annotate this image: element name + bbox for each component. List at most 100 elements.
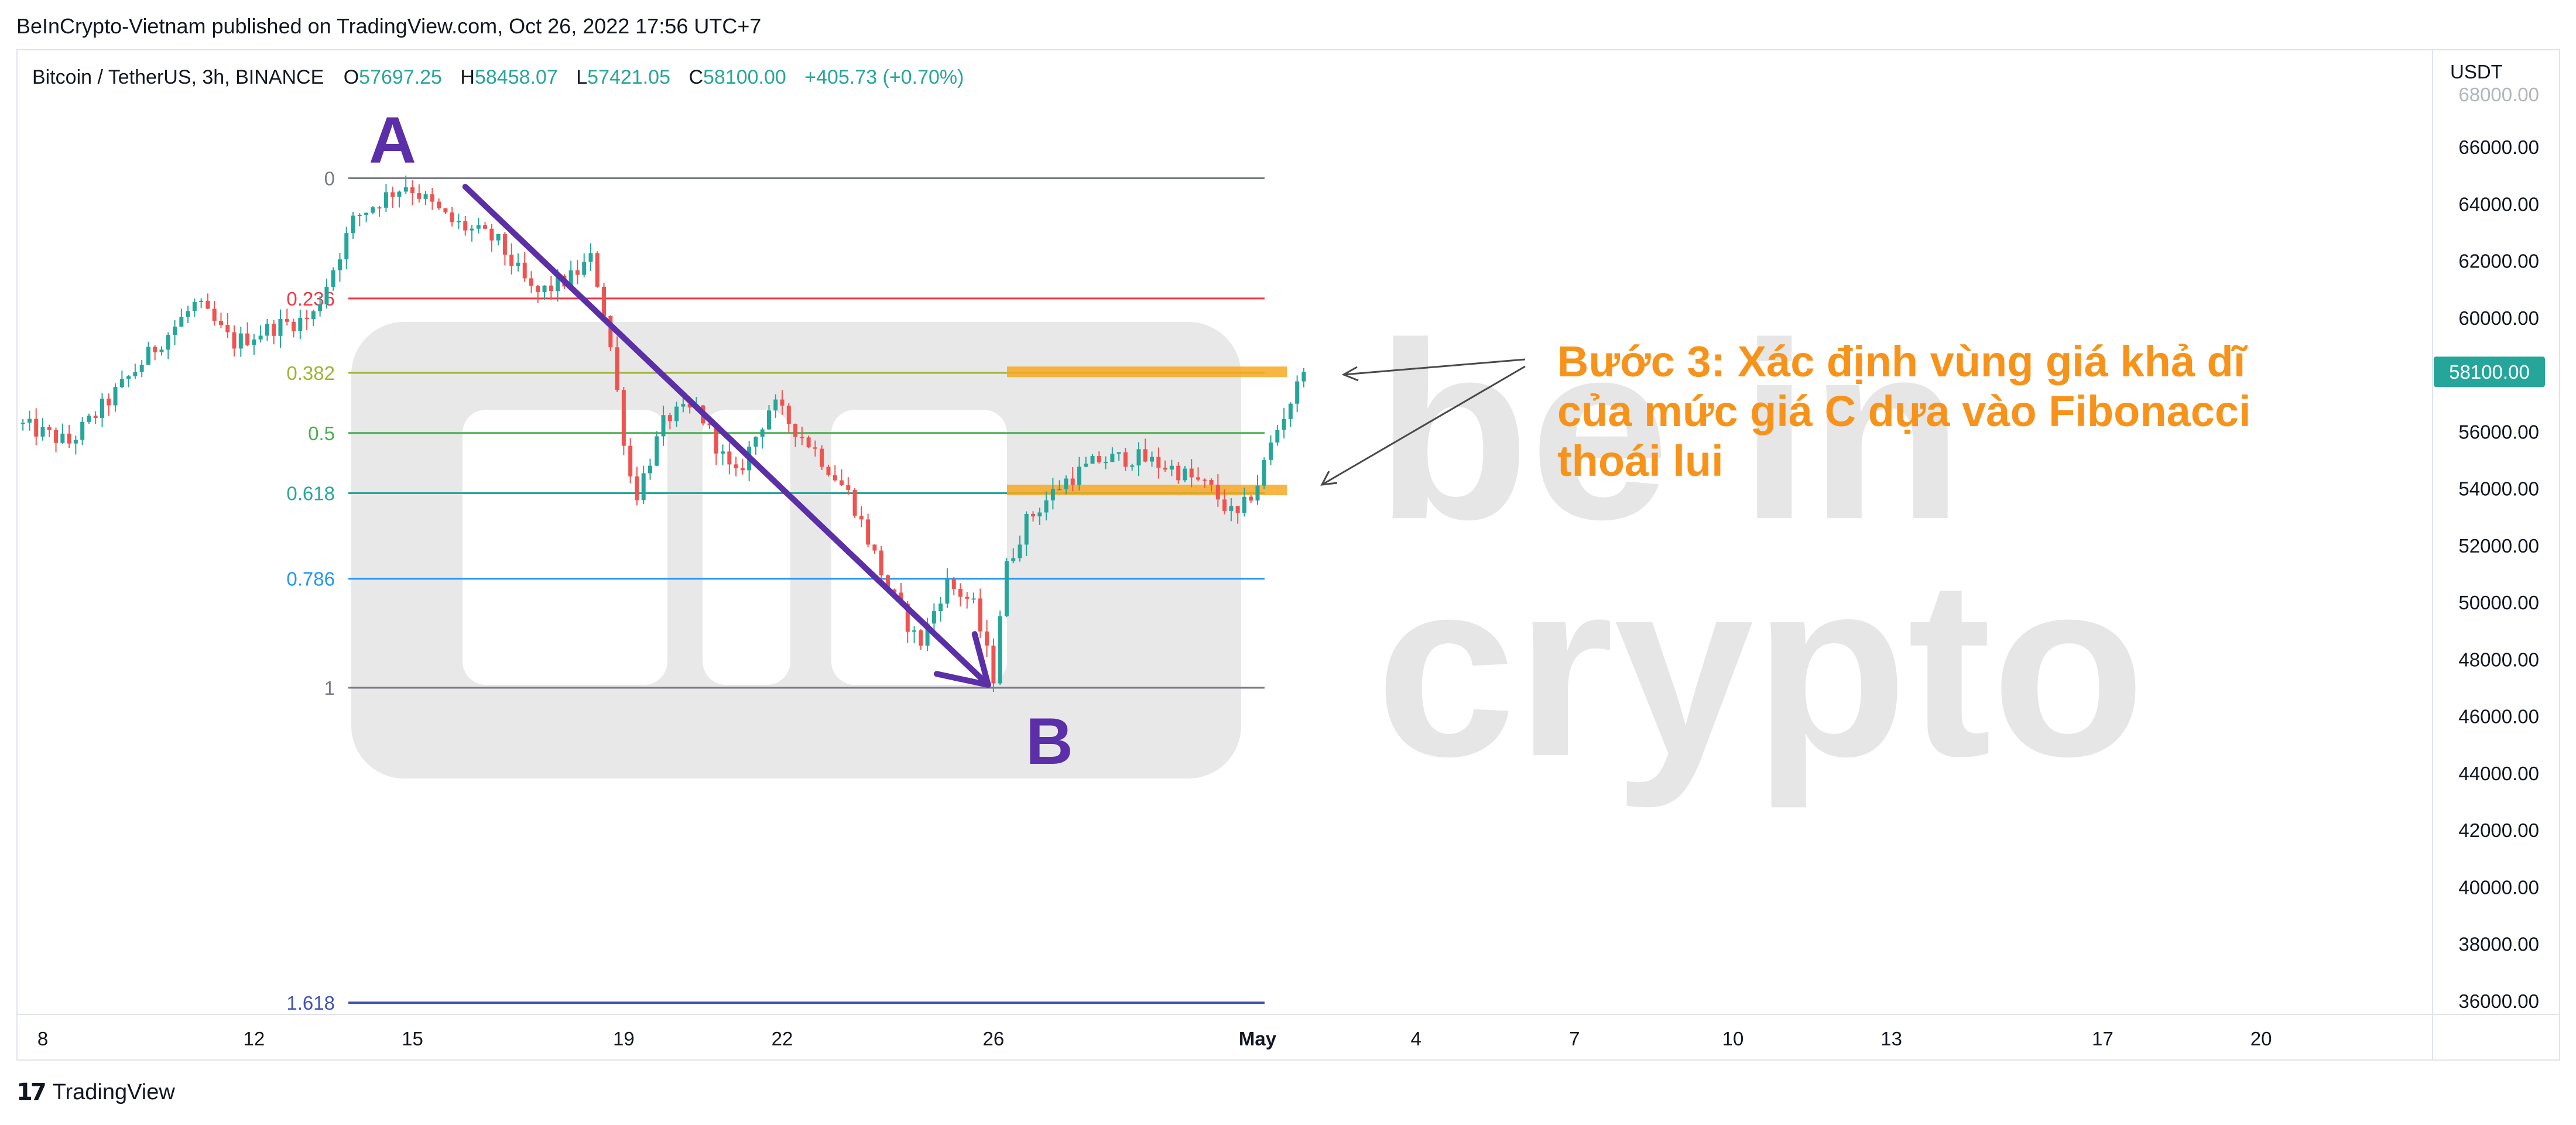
candle-body (40, 427, 45, 437)
price-zone-bar (1007, 366, 1287, 378)
price-tick-label: 66000.00 (2458, 136, 2539, 158)
candle-body (840, 480, 844, 486)
candle-body (965, 596, 970, 599)
candle-body (331, 270, 335, 287)
candle-body (707, 423, 712, 426)
candle-body (344, 233, 349, 260)
time-axis[interactable]: 8 12 15 19 22 26 May 4 7 10 13 17 20 (37, 1028, 2272, 1049)
candle-body (1044, 500, 1049, 513)
candle-body (938, 603, 943, 612)
legend-open-value: 57697.25 (359, 66, 442, 88)
candle-body (1011, 558, 1016, 561)
candle-body (20, 423, 25, 424)
candle-body (225, 325, 230, 332)
beincrypto-watermark: be in crypto (351, 291, 2145, 810)
candle-body (456, 221, 461, 222)
candle-body (760, 429, 765, 437)
candle-body (991, 645, 996, 684)
watermark-text-line1: be in (1376, 291, 1963, 572)
candle-body (318, 304, 323, 311)
candle-body (852, 489, 857, 516)
candle-body (766, 410, 771, 430)
candlestick-series[interactable] (20, 175, 1306, 692)
candle-body (793, 424, 798, 437)
watermark-logo-cut (463, 410, 667, 685)
chart-frame[interactable] (16, 49, 2560, 1061)
candle-body (621, 390, 626, 446)
candle-body (1057, 489, 1062, 491)
candle-body (278, 318, 283, 336)
candle-body (1295, 381, 1300, 404)
candle-body (655, 436, 659, 466)
candle-body (998, 616, 1002, 684)
candle-body (159, 349, 164, 352)
point-a-label: A (369, 104, 416, 177)
candle-body (298, 317, 303, 331)
last-price-label: 58100.00 (2449, 361, 2530, 383)
candle-body (146, 347, 150, 365)
candle-body (1196, 477, 1201, 480)
candle-body (985, 631, 989, 646)
time-tick-label: 10 (1722, 1028, 1744, 1049)
candle-body (496, 234, 501, 241)
candle-body (813, 447, 817, 449)
time-tick-label: 22 (772, 1028, 793, 1049)
price-axis[interactable]: 36000.00 38000.00 40000.00 42000.00 44000.00… (2458, 84, 2539, 1012)
tradingview-logo[interactable]: 17 TradingView (16, 1079, 175, 1106)
candle-body (1215, 485, 1220, 500)
candle-body (773, 399, 778, 411)
time-tick-label: 8 (37, 1028, 48, 1049)
candle-body (304, 317, 309, 320)
fib-level-label: 0.618 (286, 482, 335, 504)
candle-body (417, 193, 422, 199)
candle-body (727, 451, 732, 465)
fib-level-label: 1.618 (286, 992, 335, 1014)
candle-body (1255, 485, 1260, 501)
candle-body (740, 468, 745, 471)
price-tick-label: 38000.00 (2458, 934, 2539, 955)
candle-body (272, 324, 276, 336)
candle-body (1301, 372, 1306, 382)
candle-body (648, 465, 652, 474)
price-tick-label: 36000.00 (2458, 990, 2539, 1012)
candle-body (212, 308, 217, 321)
candle-body (1143, 449, 1147, 462)
legend-low-label: L (576, 66, 587, 88)
candle-body (285, 318, 289, 322)
legend-open-label: O (344, 66, 359, 88)
legend-high-label: H (460, 66, 475, 88)
candle-body (119, 379, 124, 387)
candle-body (245, 333, 250, 345)
candle-body (575, 270, 580, 275)
annotation-pointers (1320, 358, 1526, 486)
annotation-line-2: của mức giá C dựa vào Fibonacci (1557, 387, 2251, 435)
candle-body (80, 421, 85, 440)
time-tick-label: 20 (2250, 1028, 2272, 1049)
candle-body (423, 194, 428, 199)
candle-body (364, 212, 369, 215)
fib-level-label: 0.5 (308, 423, 335, 444)
candle-body (133, 372, 138, 376)
watermark-text-line2: crypto (1376, 528, 2145, 810)
candle-body (753, 437, 758, 447)
candle-body (437, 201, 441, 208)
candle-body (93, 416, 98, 418)
candle-body (73, 440, 78, 444)
candle-body (218, 321, 223, 325)
trend-arrow-ab[interactable] (462, 184, 991, 688)
candle-body (27, 419, 32, 423)
candle-body (1156, 457, 1161, 468)
candle-body (1004, 561, 1009, 616)
candle-body (232, 332, 237, 349)
candle-body (509, 255, 514, 266)
candle-body (1176, 465, 1181, 481)
candle-body (885, 575, 890, 590)
point-b-label: B (1026, 705, 1073, 778)
candle-body (661, 415, 666, 437)
pointer-arrow-lower (1321, 365, 1526, 486)
candle-body (403, 187, 408, 192)
candle-body (1209, 479, 1214, 485)
time-tick-label: 19 (613, 1028, 635, 1049)
